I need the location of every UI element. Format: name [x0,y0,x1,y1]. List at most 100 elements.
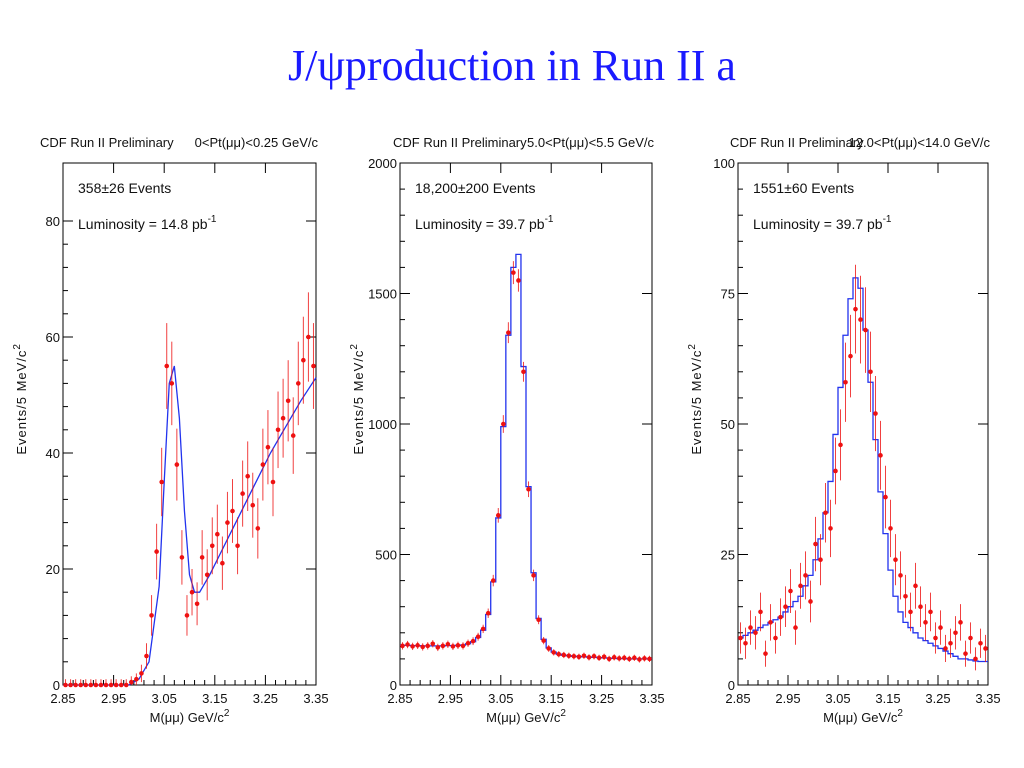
data-point [863,327,868,333]
data-point [968,635,973,641]
y-axis-label-superscript: 2 [349,343,360,350]
data-point [536,617,541,623]
data-point [606,656,612,662]
plot-frame [62,162,317,686]
x-tick-label: 3.35 [639,691,664,706]
data-point [738,635,743,641]
fit-curve [400,253,652,660]
data-point [813,541,818,547]
data-point [627,656,632,662]
data-point [250,502,256,508]
data-point [858,317,863,322]
data-point [878,453,883,458]
data-point [818,557,823,563]
x-axis-label-superscript: 2 [897,708,903,719]
data-point [611,655,617,660]
data-point [405,642,410,647]
fit-curve [738,277,988,663]
data-point [556,651,562,657]
data-point [883,494,888,500]
y-tick-label: 20 [46,562,60,577]
y-tick-label: 0 [390,678,397,693]
y-tick-label: 50 [721,417,735,432]
data-point [798,583,803,589]
x-tick-label: 2.95 [101,691,126,706]
data-point [551,650,557,655]
x-tick-label: 3.25 [925,691,950,706]
data-point [139,671,144,676]
data-point [808,599,813,604]
data-point [415,643,420,648]
y-tick-label: 100 [713,156,735,171]
data-point [621,655,627,661]
x-tick-label: 2.95 [775,691,800,706]
luminosity-annotation: Luminosity = 14.8 pb-1 [78,214,217,232]
data-point [204,572,210,578]
x-tick-label: 3.15 [875,691,900,706]
data-point [455,643,461,648]
data-point [129,679,134,685]
data-point [571,653,577,659]
y-tick-label: 25 [721,548,735,563]
x-axis-label-superscript: 2 [224,708,230,719]
data-point [460,643,466,649]
data-point [255,526,261,531]
data-point [290,433,296,438]
data-point [913,583,918,589]
data-point [184,613,190,618]
data-point [425,643,431,649]
y-tick-label: 80 [46,214,60,229]
data-point [144,653,149,659]
data-point [873,411,878,416]
data-point [838,442,843,448]
data-point [647,656,652,662]
data-point [465,640,471,646]
data-point [566,653,572,659]
data-point [179,555,185,560]
data-point [516,278,521,283]
data-point [410,644,415,649]
data-point [123,682,129,688]
y-tick-label: 1500 [368,287,397,302]
x-axis-label-superscript: 2 [560,708,566,719]
x-tick-label: 3.05 [825,691,850,706]
data-point [174,462,180,467]
data-point [164,363,170,369]
data-point [943,646,948,651]
data-point [245,473,250,479]
data-point [450,644,456,649]
x-axis-label: M(μμ) GeV/c2 [486,708,566,725]
data-point [108,682,114,688]
data-point [400,643,405,649]
data-point [169,381,175,386]
chart-panel-1: CDF Run II Preliminary 0<Pt(μμ)<0.25 GeV/… [12,135,329,725]
data-point [134,676,139,682]
data-point [311,363,316,369]
data-point [306,334,311,340]
x-tick-label: 3.05 [488,691,513,706]
data-point [235,543,240,549]
luminosity-superscript: -1 [883,214,892,225]
data-point [843,379,848,385]
luminosity-annotation: Luminosity = 39.7 pb-1 [415,214,554,232]
luminosity-superscript: -1 [545,214,554,225]
data-point [546,646,551,651]
data-point [485,610,491,616]
data-point [103,682,109,688]
x-tick-label: 3.35 [975,691,1000,706]
data-point [938,625,943,630]
y-tick-label: 60 [46,330,60,345]
data-point [149,613,154,618]
data-point [903,593,908,599]
y-axis-label: Events/5 MeV/c2 [687,343,704,455]
events-annotation: 1551±60 Events [753,180,854,196]
chart-header-left: CDF Run II Preliminary [730,135,864,150]
data-point [743,640,748,646]
data-point [435,645,441,650]
data-point [753,630,758,636]
chart-header-left: CDF Run II Preliminary [393,135,527,150]
data-point [632,655,637,661]
events-annotation: 358±26 Events [78,180,171,196]
data-point [642,656,647,661]
data-point [98,682,104,688]
